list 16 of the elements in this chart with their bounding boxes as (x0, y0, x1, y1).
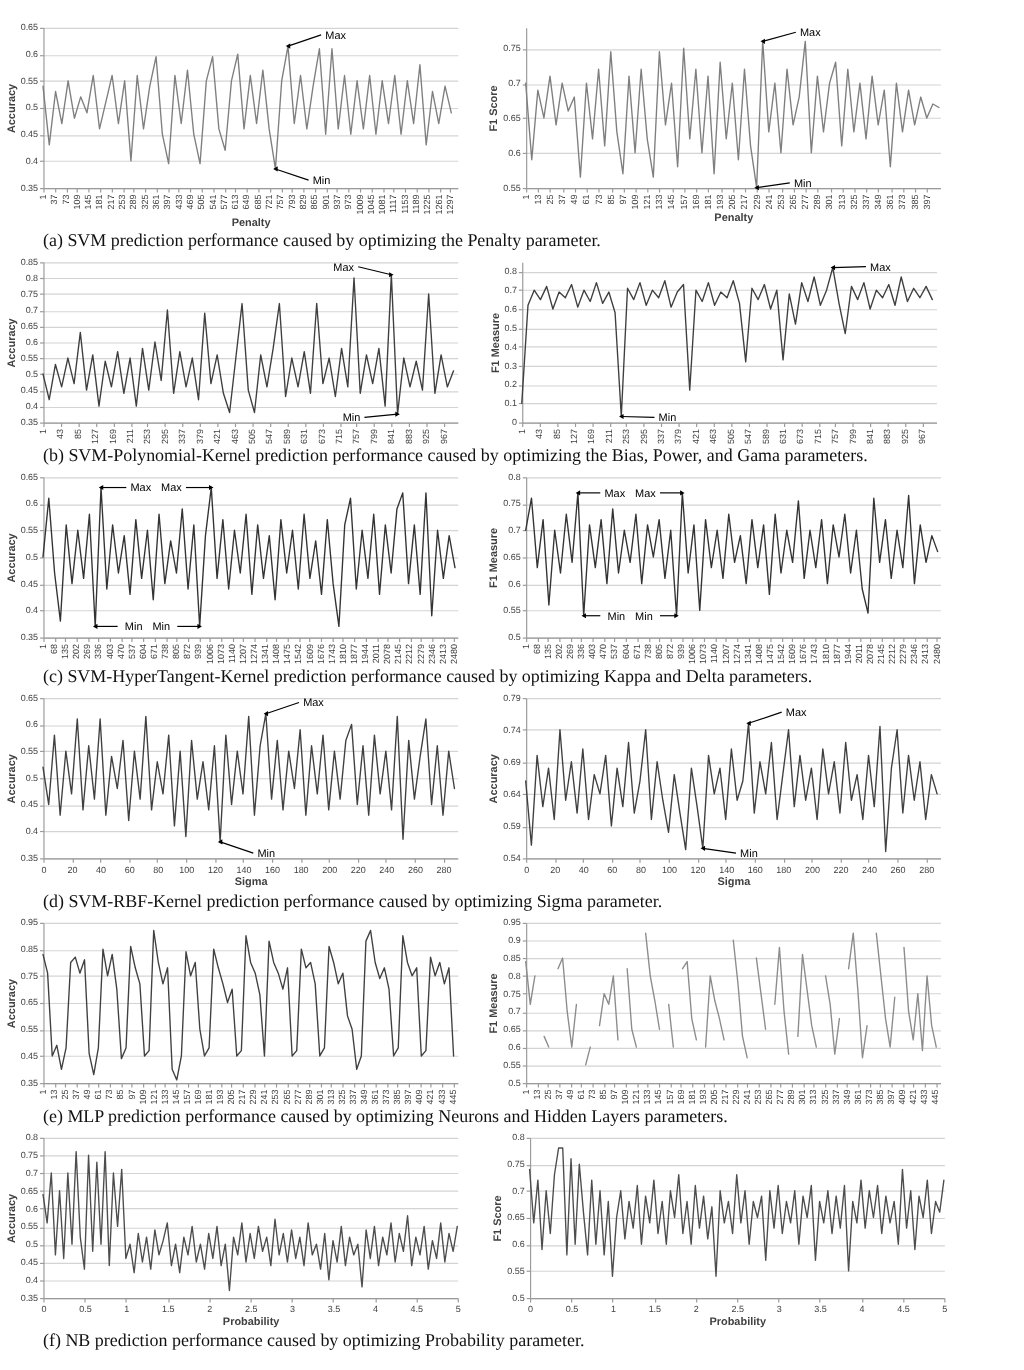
text: (e) MLP prediction performance caused by optimizing Neurons and Hidden Layers parameters. (42, 1105, 728, 1126)
line-series (524, 490, 939, 619)
line-series (42, 272, 455, 417)
line-series (521, 264, 934, 420)
text: (b) SVM-Polynomial-Kernel prediction performance caused by optimizing the Bias, Power, and Gama parameters. (42, 445, 868, 466)
text: (c) SVM-HyperTangent-Kernel prediction performance caused by optimizing Kappa and Delta parameters. (42, 666, 813, 687)
line-series (42, 711, 456, 845)
line-series (42, 1150, 458, 1292)
line-series (524, 720, 938, 853)
text: (f) NB prediction performance caused by optimizing Probability parameter. (42, 1330, 585, 1351)
line-series (42, 43, 452, 172)
text: (a) SVM prediction performance caused by optimizing the Penalty parameter. (42, 230, 601, 251)
line-series (528, 1147, 945, 1277)
text: (d) SVM-RBF-Kernel prediction performance caused by optimizing Sigma parameter. (42, 890, 663, 911)
line-series (42, 929, 455, 1081)
line-series (42, 484, 456, 629)
